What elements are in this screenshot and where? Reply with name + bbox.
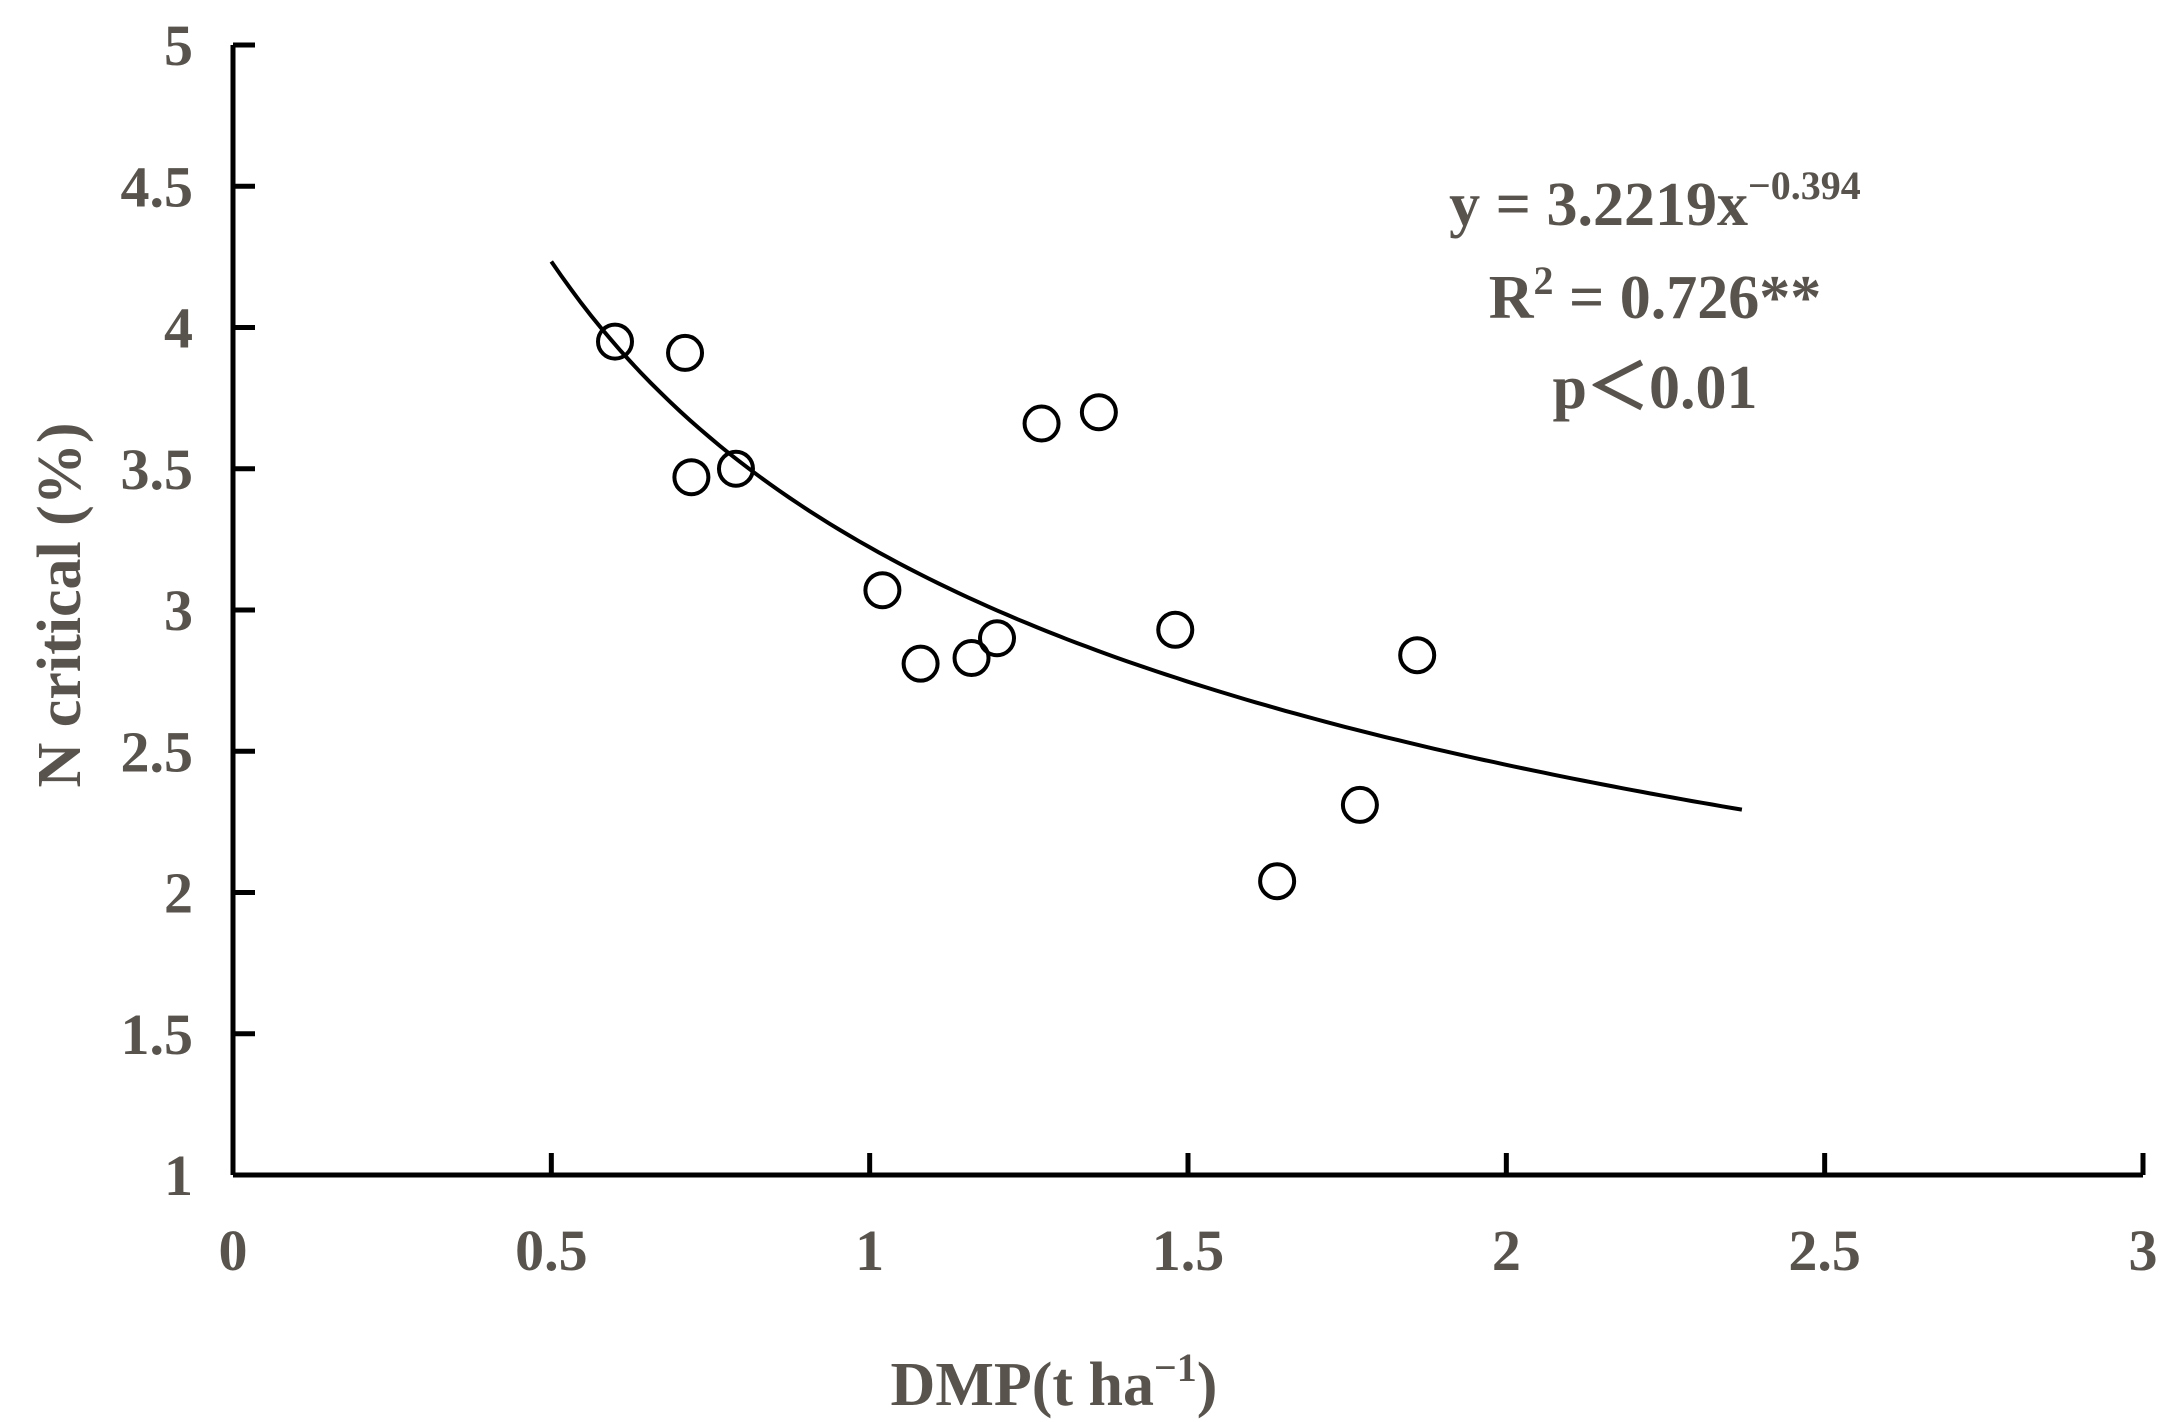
x-tick-label: 3: [2129, 1218, 2158, 1283]
y-tick-label: 4: [164, 296, 193, 361]
y-tick-label: 4.5: [121, 154, 194, 219]
data-point: [1340, 785, 1379, 824]
x-tick-label: 1: [855, 1218, 884, 1283]
data-point: [1156, 610, 1195, 649]
x-tick-label: 1.5: [1152, 1218, 1225, 1283]
x-tick-label: 0: [219, 1218, 248, 1283]
y-tick-label: 2: [164, 861, 193, 926]
y-tick-label: 1: [164, 1143, 193, 1208]
data-point: [666, 333, 705, 372]
data-point: [863, 571, 902, 610]
regression-annotation: y = 3.2219x−0.394 R2 = 0.726** p＜0.01: [1449, 163, 1861, 422]
data-point: [901, 644, 940, 683]
data-point: [672, 458, 711, 497]
data-point: [1022, 404, 1061, 443]
y-tick-label: 1.5: [121, 1002, 194, 1067]
data-point: [1258, 862, 1297, 901]
data-point: [952, 639, 991, 678]
x-tick-label: 2: [1492, 1218, 1521, 1283]
data-point: [1398, 636, 1437, 675]
data-point: [596, 322, 634, 361]
p-value-label: p＜0.01: [1553, 354, 1758, 422]
r-squared-label: R2 = 0.726**: [1489, 258, 1822, 332]
regression-equation: y = 3.2219x−0.394: [1449, 163, 1861, 239]
x-axis-ticks: 0 0.5 1 1.5 2 2.5 3: [219, 1153, 2158, 1283]
data-point: [978, 619, 1016, 658]
y-axis-ticks: 1 1.5 2 2.5 3 3.5 4 4.5 5: [121, 13, 255, 1208]
power-fit-curve: [549, 260, 1743, 812]
data-points: [596, 322, 1437, 901]
y-tick-label: 3.5: [121, 437, 194, 502]
x-axis-title: DMP(t ha−1): [891, 1345, 1218, 1419]
y-tick-label: 2.5: [121, 719, 194, 784]
y-tick-label: 5: [164, 13, 193, 78]
y-axis-title: N critical (%): [26, 423, 94, 788]
data-point: [1079, 393, 1118, 432]
x-tick-label: 2.5: [1788, 1218, 1861, 1283]
y-tick-label: 3: [164, 578, 193, 643]
axes: [230, 45, 2143, 1178]
data-point: [716, 449, 755, 488]
x-tick-label: 0.5: [515, 1218, 588, 1283]
